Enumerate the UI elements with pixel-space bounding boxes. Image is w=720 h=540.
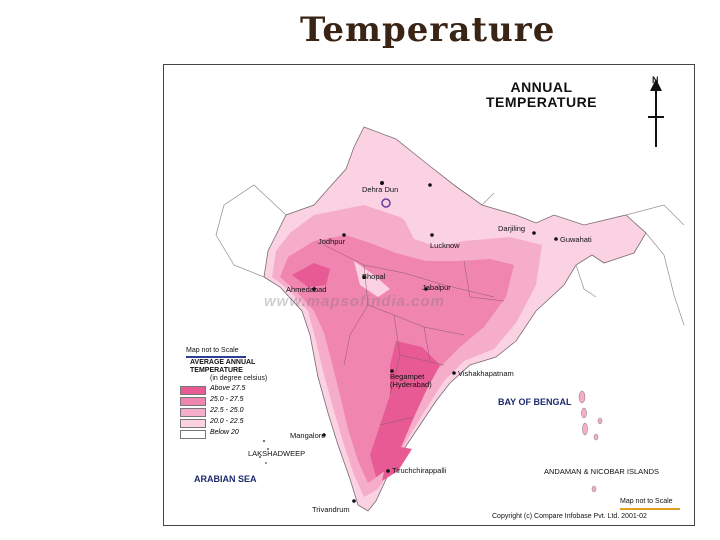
city-hyderabad: (Hyderabad) xyxy=(390,380,432,389)
legend-label: 20.0 - 22.5 xyxy=(210,418,244,425)
legend-title-line2: TEMPERATURE xyxy=(190,367,243,374)
north-label: N xyxy=(652,75,659,85)
city-begampet: Begampet xyxy=(390,372,425,381)
label-andaman-nicobar: ANDAMAN & NICOBAR ISLANDS xyxy=(544,467,660,476)
legend-item: 25.0 - 27.5 xyxy=(180,396,290,406)
highland-patch xyxy=(354,219,464,297)
dehra-dun-marker xyxy=(381,198,391,208)
city-lucknow: Lucknow xyxy=(430,241,460,250)
legend-label: Above 27.5 xyxy=(210,385,246,392)
map-heading-line2: TEMPERATURE xyxy=(486,94,598,110)
legend-label: 25.0 - 27.5 xyxy=(210,396,244,403)
neighbour-borders xyxy=(215,184,685,326)
map-heading: ANNUAL TEMPERATURE xyxy=(486,80,597,110)
scale-bar-right xyxy=(620,508,680,510)
city-guwahati: Guwahati xyxy=(560,235,592,244)
legend-swatch xyxy=(180,386,206,395)
scale-note-left: Map not to Scale xyxy=(186,347,239,354)
legend-item: 22.5 - 25.0 xyxy=(180,407,290,417)
label-bay-of-bengal: BAY OF BENGAL xyxy=(498,397,572,407)
city-bhopal: Bhopal xyxy=(362,272,386,281)
city-vishakhapatnam: Vishakhapatnam xyxy=(458,369,514,378)
city-trivandrum: Trivandrum xyxy=(312,505,350,514)
north-arrow-graphic xyxy=(648,87,664,147)
slide-title: Temperature xyxy=(300,10,556,50)
legend-swatch xyxy=(180,430,206,439)
legend-title-line1: AVERAGE ANNUAL xyxy=(190,359,256,366)
india-temperature-map: ANNUAL TEMPERATURE N www.mapsofindia.com… xyxy=(163,64,695,526)
legend-item: 20.0 - 22.5 xyxy=(180,418,290,428)
city-mangalore: Mangalore xyxy=(290,431,326,440)
state-boundaries xyxy=(323,244,505,426)
legend-title: AVERAGE ANNUAL TEMPERATURE xyxy=(190,359,255,375)
lakshadweep-islands xyxy=(258,439,270,464)
city-jodhpur: Jodhpur xyxy=(318,237,346,246)
city-ahmedabad: Ahmedabad xyxy=(286,285,327,294)
north-arrowhead xyxy=(650,79,662,91)
legend-label: Below 20 xyxy=(210,429,239,436)
band-above-27 xyxy=(292,263,440,481)
legend-item: Below 20 xyxy=(180,429,290,439)
label-lakshadweep: LAKSHADWEEP xyxy=(248,449,306,458)
watermark: www.mapsofindia.com xyxy=(264,293,445,310)
label-arabian-sea: ARABIAN SEA xyxy=(194,474,257,484)
city-darjiling: Darjiling xyxy=(498,224,526,233)
map-heading-line1: ANNUAL xyxy=(510,79,573,95)
legend-label: 22.5 - 25.0 xyxy=(210,407,244,414)
city-jabalpur: Jabalpur xyxy=(422,283,451,292)
scale-bar-left xyxy=(186,356,246,358)
legend-item: Above 27.5 xyxy=(180,385,290,395)
city-tiruchchirappalli: Tiruchchirappalli xyxy=(392,466,447,475)
andaman-islands xyxy=(578,390,603,493)
city-dehra-dun: Dehra Dun xyxy=(362,185,399,194)
legend-swatch xyxy=(180,397,206,406)
map-graphic xyxy=(186,79,685,512)
copyright: Copyright (c) Compare Infobase Pvt. Ltd.… xyxy=(492,513,647,520)
legend-swatch xyxy=(180,408,206,417)
legend-swatch xyxy=(180,419,206,428)
scale-note-right: Map not to Scale xyxy=(620,498,673,505)
legend-unit: (in degree celsius) xyxy=(210,375,268,382)
